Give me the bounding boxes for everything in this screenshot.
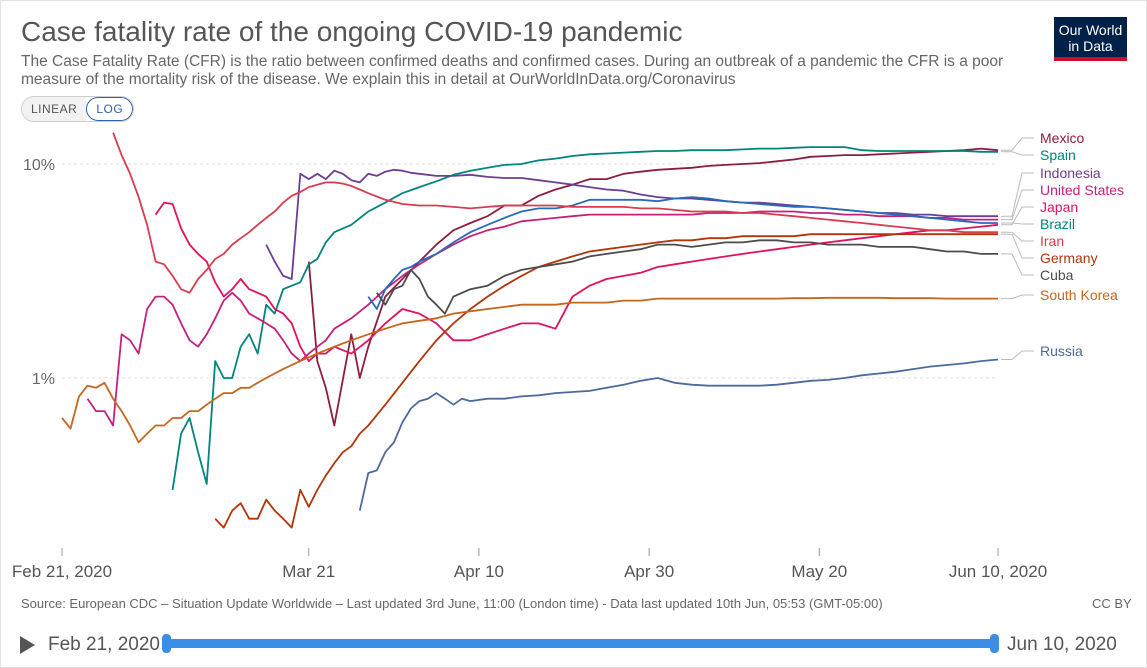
x-tick-label: Apr 10: [454, 562, 504, 581]
series-line-indonesia[interactable]: [265, 168, 998, 280]
series-line-south-korea[interactable]: [61, 296, 998, 444]
series-line-mexico[interactable]: [307, 147, 999, 427]
series-line-brazil[interactable]: [367, 196, 998, 310]
y-tick-label: 10%: [23, 157, 55, 174]
series-line-iran[interactable]: [112, 132, 998, 294]
legend-connector-russia: [1001, 350, 1034, 360]
series-line-united-states[interactable]: [86, 210, 999, 427]
series-line-russia[interactable]: [358, 358, 999, 511]
legend-label-germany[interactable]: Germany: [1040, 250, 1098, 266]
legend-label-russia[interactable]: Russia: [1040, 343, 1083, 359]
linear-scale-button[interactable]: LINEAR: [22, 97, 87, 121]
legend-connector-brazil: [1001, 222, 1034, 225]
timeline-track[interactable]: [165, 639, 998, 648]
x-tick-label: Apr 30: [624, 562, 674, 581]
play-icon[interactable]: [20, 636, 35, 654]
chart-title: Case fatality rate of the ongoing COVID-…: [21, 16, 683, 47]
chart-subtitle: The Case Fatality Rate (CFR) is the rati…: [21, 53, 1004, 88]
timeline-start-handle[interactable]: [162, 634, 171, 653]
legend-connector-cuba: [1001, 253, 1034, 276]
log-scale-button[interactable]: LOG: [86, 97, 134, 121]
legend-label-mexico[interactable]: Mexico: [1040, 130, 1085, 146]
legend-connector-mexico: [1001, 137, 1034, 151]
series-line-germany[interactable]: [214, 233, 998, 529]
series-line-cuba[interactable]: [376, 239, 998, 315]
legend-label-cuba[interactable]: Cuba: [1040, 267, 1074, 283]
legend-label-iran[interactable]: Iran: [1040, 233, 1064, 249]
timeline-start-label: Feb 21, 2020: [48, 634, 160, 655]
legend-connector-spain: [1001, 151, 1034, 156]
license-link[interactable]: CC BY: [1092, 596, 1132, 611]
legend-connector-south-korea: [1001, 294, 1034, 300]
legend-label-brazil[interactable]: Brazil: [1040, 216, 1075, 232]
y-tick-label: 1%: [32, 371, 55, 388]
series-line-spain[interactable]: [171, 146, 998, 491]
legend-label-japan[interactable]: Japan: [1040, 199, 1078, 215]
timeline-end-handle[interactable]: [990, 634, 999, 653]
x-tick-label: Mar 21: [282, 562, 335, 581]
x-tick-label: May 20: [791, 562, 847, 581]
legend-label-spain[interactable]: Spain: [1040, 147, 1076, 163]
x-tick-label: Feb 21, 2020: [12, 562, 112, 581]
owid-logo[interactable]: Our World in Data: [1054, 17, 1127, 61]
legend-connector-united-states: [1001, 189, 1034, 221]
x-tick-label: Jun 10, 2020: [949, 562, 1047, 581]
logo-line-2: in Data: [1068, 38, 1113, 54]
legend-label-south-korea[interactable]: South Korea: [1040, 287, 1118, 303]
source-note: Source: European CDC – Situation Update …: [21, 596, 883, 611]
legend-connector-iran: [1001, 231, 1034, 242]
logo-line-1: Our World: [1058, 22, 1123, 38]
legend-connector-japan: [1001, 206, 1034, 226]
legend-connector-indonesia: [1001, 172, 1034, 217]
timeline-end-label: Jun 10, 2020: [1007, 634, 1117, 655]
legend-connector-germany: [1001, 233, 1034, 259]
series-line-japan[interactable]: [154, 201, 999, 363]
legend-label-united-states[interactable]: United States: [1040, 182, 1124, 198]
legend-label-indonesia[interactable]: Indonesia: [1040, 165, 1101, 181]
scale-toggle: LINEAR LOG: [21, 96, 135, 122]
